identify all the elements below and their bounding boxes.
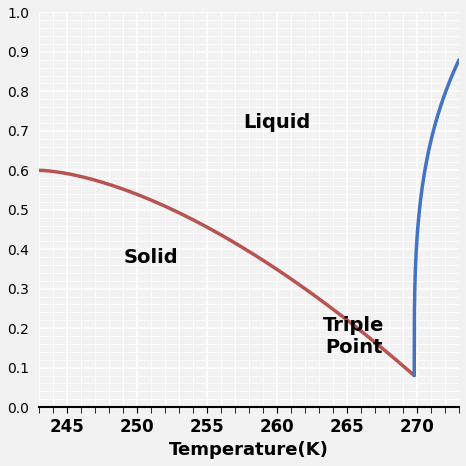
- X-axis label: Temperature(K): Temperature(K): [169, 441, 329, 459]
- Text: Liquid: Liquid: [243, 113, 310, 132]
- Text: Solid: Solid: [123, 247, 178, 267]
- Text: Triple
Point: Triple Point: [323, 315, 384, 356]
